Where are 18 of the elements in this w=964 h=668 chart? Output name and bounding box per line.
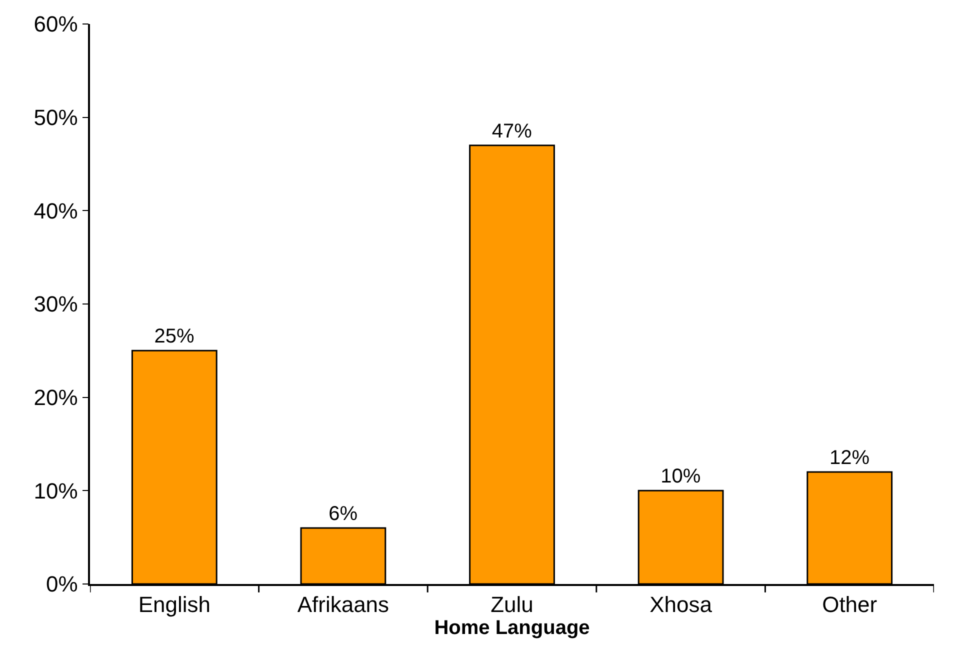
x-tick-label: Xhosa [650,592,713,618]
x-tick-label: Afrikaans [297,592,390,618]
x-axis-title: Home Language [434,617,590,640]
y-tick-label: 40% [34,198,78,224]
data-label: 12% [829,447,870,469]
y-tick-label: 30% [34,292,78,317]
data-label: 47% [492,120,532,142]
y-tick-label: 20% [34,385,78,410]
y-tick-label: 60% [34,12,78,37]
data-label: 10% [660,466,701,488]
data-label: 25% [154,326,195,348]
x-tick-label: English [138,592,210,618]
data-label: 6% [328,503,358,525]
y-tick-label: 0% [46,572,78,597]
y-tick-label: 10% [34,478,78,504]
x-tick-label: Zulu [490,592,534,618]
x-tick-label: Other [822,592,878,618]
y-tick-label: 50% [34,105,78,130]
